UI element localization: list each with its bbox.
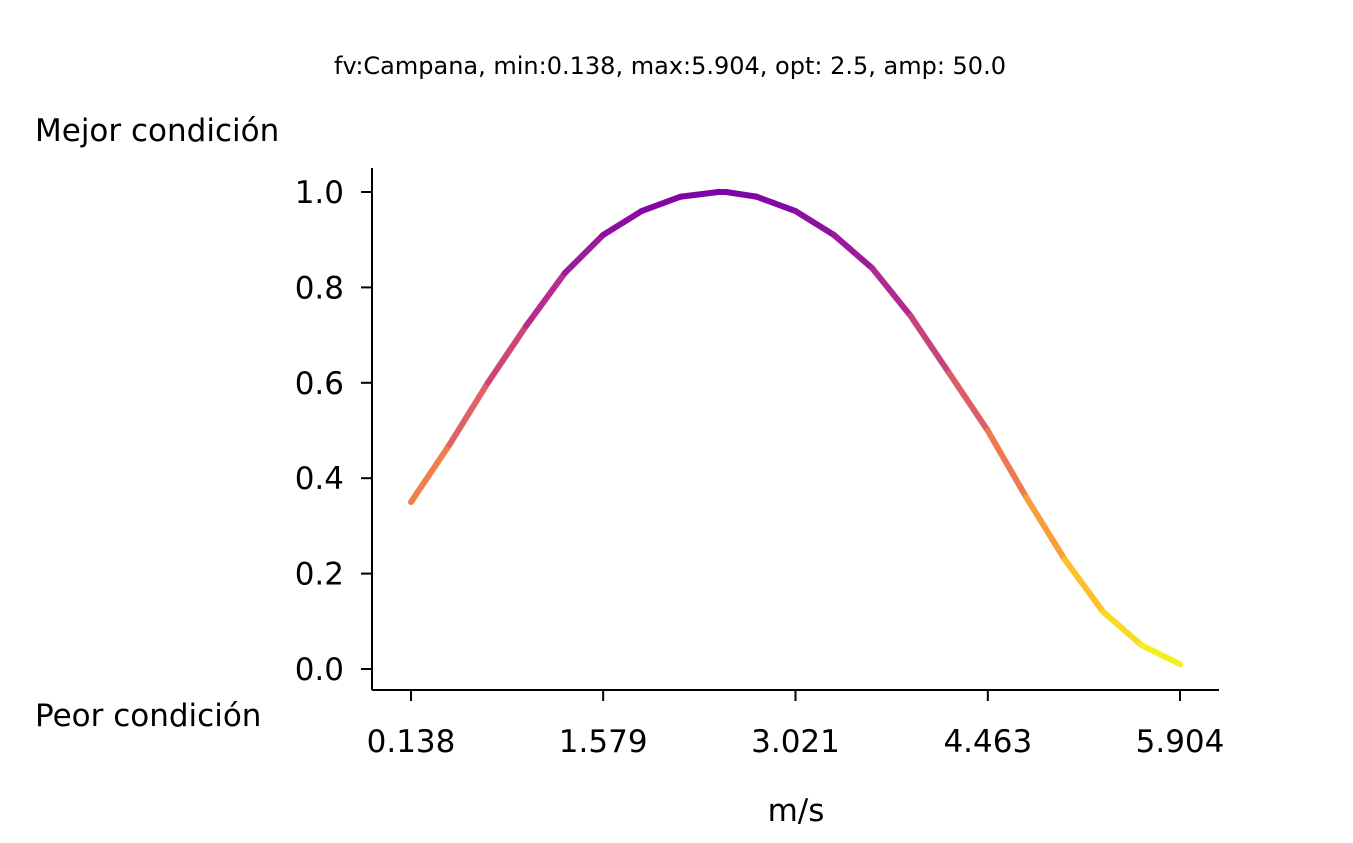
chart-title: fv:Campana, min:0.138, max:5.904, opt: 2…	[334, 52, 1006, 80]
x-axis-ticks: 0.138 1.579 3.021 4.463 5.904	[367, 690, 1225, 760]
series-line-segment	[446, 379, 491, 448]
y-tick-label: 0.4	[295, 461, 344, 497]
series-line-segment	[600, 208, 645, 238]
y-tick-label: 0.8	[295, 270, 344, 306]
series-line-segment	[753, 193, 799, 215]
x-axis-label: m/s	[768, 793, 825, 829]
y-tick-label: 0.2	[295, 557, 344, 593]
series-line-segment	[830, 231, 876, 272]
best-condition-label: Mejor condición	[35, 113, 279, 149]
series-line-segment	[723, 189, 760, 200]
series-line-segment	[907, 313, 953, 377]
series-line-segment	[523, 270, 568, 329]
series-line-segment	[1023, 494, 1068, 563]
y-axis-ticks: 0.0 0.2 0.4 0.6 0.8 1.0	[295, 175, 372, 688]
series-line-segment	[869, 265, 914, 320]
x-tick-label: 4.463	[943, 724, 1032, 760]
y-tick-label: 0.6	[295, 366, 344, 402]
series-line-segment	[984, 427, 1030, 501]
series-line-segment	[561, 231, 607, 277]
x-tick-label: 5.904	[1136, 724, 1225, 760]
series-line-segment	[1100, 608, 1145, 649]
x-tick-label: 0.138	[367, 724, 456, 760]
series-line-segment	[677, 189, 722, 200]
series-line-segment	[638, 193, 684, 215]
worst-condition-label: Peor condición	[35, 698, 261, 734]
series-layer	[408, 189, 1183, 668]
series-line-segment	[484, 322, 530, 386]
series-line-segment	[946, 370, 991, 434]
y-tick-label: 1.0	[295, 175, 344, 211]
series-line-segment	[1138, 642, 1183, 668]
series-line-segment	[792, 208, 837, 238]
x-tick-label: 1.579	[559, 724, 648, 760]
series-line-segment	[408, 441, 453, 506]
series-line-segment	[1061, 556, 1107, 615]
y-tick-label: 0.0	[295, 652, 344, 688]
x-tick-label: 3.021	[751, 724, 840, 760]
